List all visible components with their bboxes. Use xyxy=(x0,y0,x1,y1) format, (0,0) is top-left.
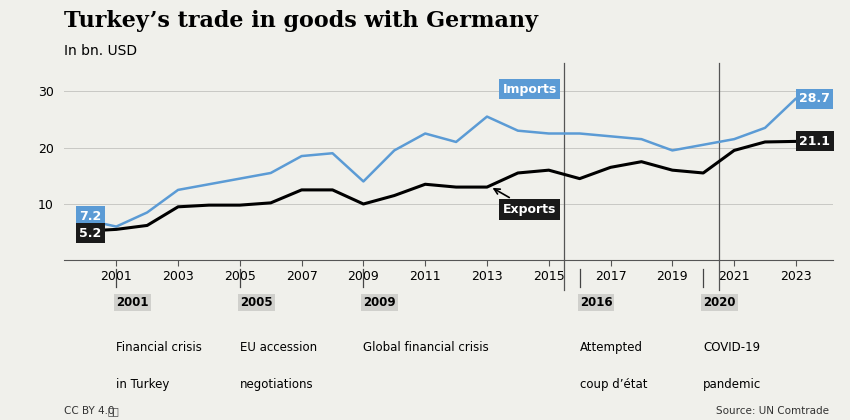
Text: 2020: 2020 xyxy=(703,296,736,309)
Text: 21.1: 21.1 xyxy=(799,135,830,148)
Text: Ⓒⓑ: Ⓒⓑ xyxy=(108,406,120,416)
Text: CC BY 4.0: CC BY 4.0 xyxy=(64,406,114,416)
Text: Financial crisis: Financial crisis xyxy=(116,341,202,354)
Text: 28.7: 28.7 xyxy=(799,92,830,105)
Text: 7.2: 7.2 xyxy=(79,210,101,223)
Text: 2005: 2005 xyxy=(240,296,273,309)
Text: 2001: 2001 xyxy=(116,296,149,309)
Text: Global financial crisis: Global financial crisis xyxy=(364,341,489,354)
Text: In bn. USD: In bn. USD xyxy=(64,44,137,58)
Text: EU accession: EU accession xyxy=(240,341,317,354)
Text: Source: UN Comtrade: Source: UN Comtrade xyxy=(716,406,829,416)
Text: Exports: Exports xyxy=(502,203,556,216)
Text: COVID-19: COVID-19 xyxy=(703,341,761,354)
Text: negotiations: negotiations xyxy=(240,378,314,391)
Text: 5.2: 5.2 xyxy=(79,227,101,240)
Text: 2009: 2009 xyxy=(364,296,396,309)
Text: in Turkey: in Turkey xyxy=(116,378,170,391)
Text: Turkey’s trade in goods with Germany: Turkey’s trade in goods with Germany xyxy=(64,10,538,32)
Text: Attempted: Attempted xyxy=(580,341,643,354)
Text: pandemic: pandemic xyxy=(703,378,762,391)
Text: Imports: Imports xyxy=(502,83,557,96)
Text: coup d’état: coup d’état xyxy=(580,378,647,391)
Text: 2016: 2016 xyxy=(580,296,612,309)
